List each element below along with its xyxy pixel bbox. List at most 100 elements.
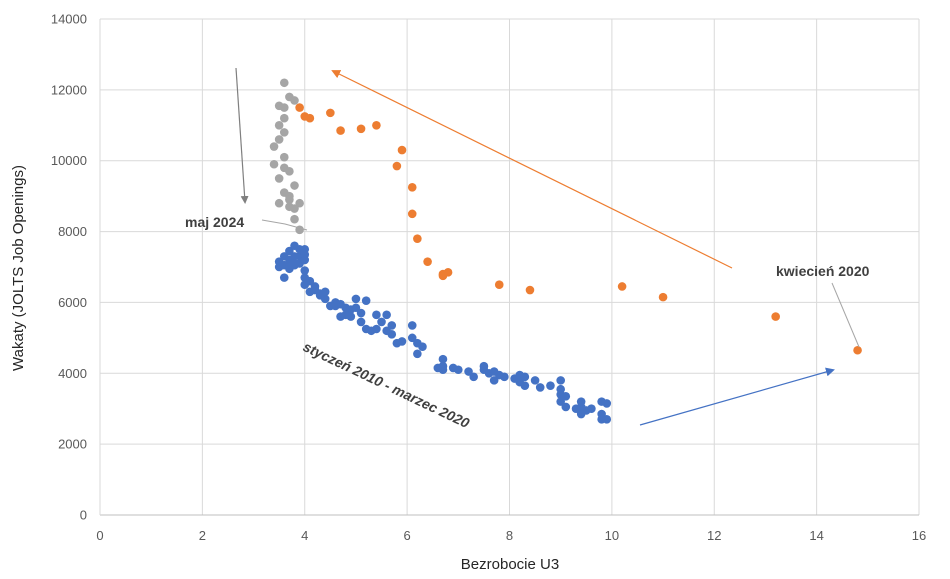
data-point <box>438 354 448 364</box>
data-point <box>469 372 478 382</box>
series-0 <box>274 241 612 424</box>
x-tick-label: 2 <box>199 528 206 543</box>
y-axis-title: Wakaty (JOLTS Job Openings) <box>10 165 27 371</box>
data-point <box>295 103 304 112</box>
y-tick-label: 12000 <box>51 82 87 97</box>
data-point <box>372 310 381 320</box>
may2024-leader-line <box>261 219 308 231</box>
data-point <box>274 120 284 130</box>
data-point <box>285 262 294 272</box>
data-point <box>397 145 407 155</box>
y-tick-label: 0 <box>80 508 87 523</box>
data-point <box>356 308 366 318</box>
data-point <box>285 195 294 204</box>
data-point <box>377 317 386 327</box>
data-point <box>571 404 581 414</box>
data-point <box>279 113 289 123</box>
x-tick-label: 6 <box>404 528 411 543</box>
y-tick-label: 4000 <box>58 366 87 381</box>
data-point <box>853 345 862 355</box>
data-point <box>315 291 325 300</box>
data-point <box>269 142 279 151</box>
data-point <box>771 312 780 321</box>
data-point <box>561 392 571 401</box>
data-point <box>279 152 289 162</box>
data-point <box>300 280 310 290</box>
data-point <box>274 101 284 111</box>
data-point <box>479 361 489 371</box>
data-point <box>300 112 310 121</box>
data-point <box>336 312 345 321</box>
data-point <box>285 246 294 256</box>
data-point <box>658 292 668 302</box>
data-point <box>269 159 279 169</box>
data-point <box>290 214 299 224</box>
data-point <box>382 310 391 320</box>
data-point <box>407 333 417 343</box>
data-point <box>310 282 320 291</box>
data-point <box>448 363 458 373</box>
data-point <box>407 321 417 330</box>
period-2010-2020-label: styczeń 2010 - marzec 2020 <box>301 338 472 431</box>
data-point <box>597 397 606 406</box>
annotation-arrows <box>235 67 860 426</box>
data-point <box>546 381 555 390</box>
data-point <box>525 285 535 295</box>
data-point <box>576 409 586 419</box>
data-point <box>356 124 366 134</box>
data-point <box>285 167 294 176</box>
may-2024-label: maj 2024 <box>185 214 244 230</box>
y-tick-label: 8000 <box>58 224 87 239</box>
data-point <box>556 384 565 394</box>
data-point <box>300 250 310 259</box>
data-point <box>326 301 335 311</box>
data-point <box>274 174 284 183</box>
data-point <box>433 363 443 373</box>
y-tick-label: 14000 <box>51 12 87 27</box>
x-tick-label: 4 <box>301 528 308 543</box>
data-point <box>372 120 381 130</box>
data-point <box>413 234 422 243</box>
data-points <box>269 78 862 424</box>
data-point <box>295 198 304 208</box>
data-point <box>300 273 310 282</box>
data-point <box>305 287 315 297</box>
data-point <box>361 296 371 305</box>
data-point <box>530 376 540 385</box>
data-point <box>361 324 371 334</box>
data-point <box>407 209 417 219</box>
x-tick-label: 16 <box>912 528 926 543</box>
data-point <box>300 266 310 275</box>
april-2020-label: kwiecień 2020 <box>776 263 870 279</box>
gray-trend-arrow <box>235 67 249 204</box>
data-point <box>274 198 284 208</box>
y-tick-label: 6000 <box>58 295 87 310</box>
orange-trend-arrow <box>331 70 733 269</box>
data-point <box>576 397 586 406</box>
y-tick-label: 2000 <box>58 437 87 452</box>
gridlines <box>100 18 920 515</box>
data-point <box>438 271 448 281</box>
data-point <box>356 317 366 327</box>
axes <box>99 19 919 516</box>
x-tick-label: 10 <box>605 528 619 543</box>
data-point <box>617 282 627 291</box>
x-tick-label: 14 <box>809 528 823 543</box>
y-tick-labels: 0 2000 4000 6000 8000 10000 12000 14000 <box>51 12 87 523</box>
data-point <box>392 338 402 348</box>
data-point <box>290 96 299 105</box>
data-point <box>387 321 397 330</box>
data-point <box>382 326 391 336</box>
x-tick-labels: 0 2 4 6 8 10 12 14 16 <box>96 528 926 543</box>
data-point <box>351 294 361 304</box>
data-point <box>290 181 299 190</box>
x-tick-label: 12 <box>707 528 721 543</box>
data-point <box>510 374 519 383</box>
x-axis-title: Bezrobocie U3 <box>461 556 559 573</box>
data-point <box>279 128 289 137</box>
data-point <box>489 376 499 385</box>
data-point <box>602 415 612 424</box>
x-tick-label: 0 <box>96 528 103 543</box>
data-point <box>556 376 565 385</box>
